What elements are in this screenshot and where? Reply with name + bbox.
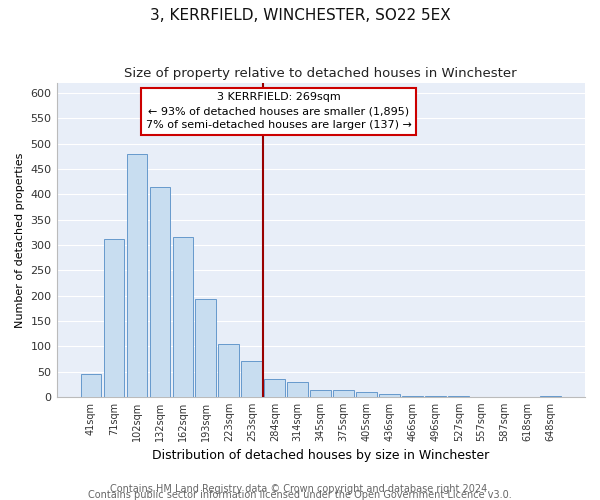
Bar xyxy=(218,344,239,397)
Bar xyxy=(241,362,262,397)
Bar xyxy=(265,379,285,397)
Bar xyxy=(149,187,170,397)
Bar xyxy=(310,390,331,397)
Bar xyxy=(173,238,193,397)
Bar xyxy=(196,299,216,397)
Title: Size of property relative to detached houses in Winchester: Size of property relative to detached ho… xyxy=(124,68,517,80)
Bar xyxy=(425,396,446,397)
Bar xyxy=(379,394,400,397)
Bar xyxy=(127,154,147,397)
Text: 3 KERRFIELD: 269sqm
← 93% of detached houses are smaller (1,895)
7% of semi-deta: 3 KERRFIELD: 269sqm ← 93% of detached ho… xyxy=(146,92,412,130)
Bar xyxy=(80,374,101,397)
Bar xyxy=(334,390,354,397)
Bar xyxy=(540,396,561,397)
Text: Contains HM Land Registry data © Crown copyright and database right 2024.: Contains HM Land Registry data © Crown c… xyxy=(110,484,490,494)
Y-axis label: Number of detached properties: Number of detached properties xyxy=(15,152,25,328)
Text: Contains public sector information licensed under the Open Government Licence v3: Contains public sector information licen… xyxy=(88,490,512,500)
X-axis label: Distribution of detached houses by size in Winchester: Distribution of detached houses by size … xyxy=(152,450,490,462)
Bar xyxy=(287,382,308,397)
Bar xyxy=(403,396,423,397)
Text: 3, KERRFIELD, WINCHESTER, SO22 5EX: 3, KERRFIELD, WINCHESTER, SO22 5EX xyxy=(149,8,451,22)
Bar xyxy=(104,240,124,397)
Bar xyxy=(356,392,377,397)
Bar xyxy=(448,396,469,397)
